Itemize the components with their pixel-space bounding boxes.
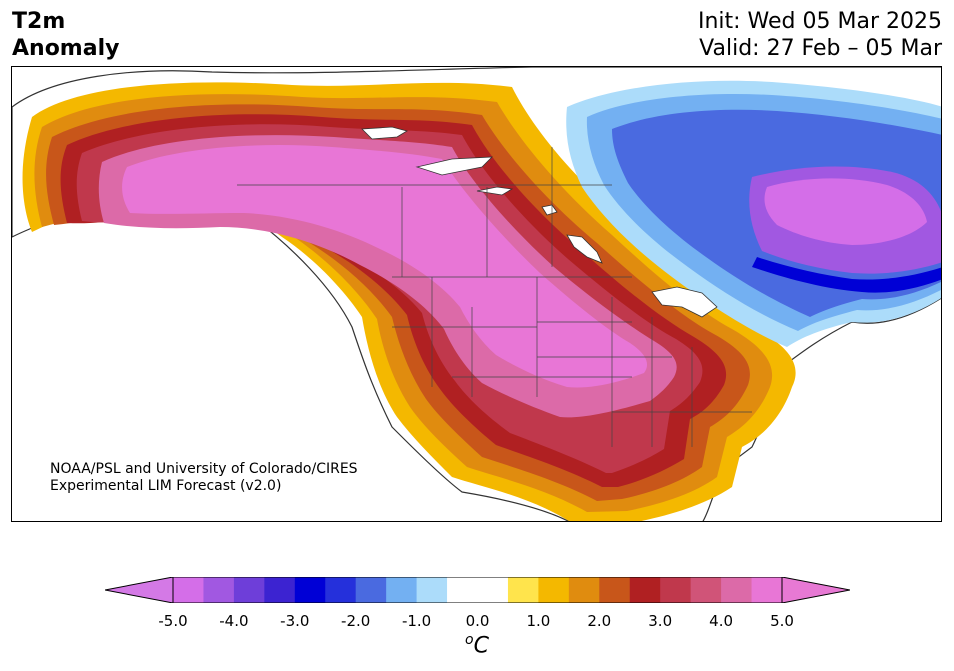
colorbar-tick-label: -1.0 (401, 612, 432, 630)
colorbar-cell (386, 577, 418, 603)
colorbar-tick-label: -3.0 (280, 612, 310, 630)
colorbar-cell (599, 577, 631, 603)
valid-range: Valid: 27 Feb – 05 Mar (699, 36, 942, 61)
colorbar-tick-label: -5.0 (158, 612, 188, 630)
credit-text: NOAA/PSL and University of Colorado/CIRE… (50, 461, 358, 495)
colorbar-cell (721, 577, 753, 603)
credit-line-1: NOAA/PSL and University of Colorado/CIRE… (50, 461, 358, 477)
colorbar-unit: oC (465, 632, 489, 658)
colorbar-cell (690, 577, 722, 603)
colorbar-cell (264, 577, 296, 603)
map-canvas (12, 67, 941, 521)
colorbar-cell (751, 577, 783, 603)
unit-letter: C (473, 633, 489, 659)
colorbar-cell (477, 577, 509, 603)
title-type: Anomaly (12, 36, 120, 61)
colorbar-cell (203, 577, 235, 603)
colorbar-cell (233, 577, 265, 603)
colorbar-cell (568, 577, 600, 603)
colorbar-cell (629, 577, 661, 603)
colorbar-tick-label: 3.0 (648, 612, 673, 630)
colorbar-max-arrow (781, 577, 850, 603)
colorbar-tick-label: 0.0 (465, 612, 490, 630)
colorbar-tick-labels: -5.0 -4.0 -3.0 -2.0 -1.0 0.0 1.0 2.0 3.0 4.0 5.0 (0, 612, 954, 632)
colorbar-cell (355, 577, 387, 603)
colorbar-tick-label: 5.0 (770, 612, 794, 630)
colorbar-cells (173, 577, 783, 603)
map-title: T2m Anomaly (12, 8, 119, 62)
unit-degree: o (465, 632, 474, 648)
colorbar (105, 577, 850, 603)
colorbar-cell (447, 577, 478, 603)
cold-anomaly-region (566, 80, 941, 347)
political-borders (237, 147, 752, 447)
credit-line-2: Experimental LIM Forecast (v2.0) (50, 478, 282, 494)
colorbar-cell (325, 577, 357, 603)
colorbar-cell (416, 577, 448, 603)
colorbar-cell (507, 577, 539, 603)
colorbar-tick-label: 2.0 (587, 612, 612, 630)
title-variable: T2m (12, 9, 66, 34)
colorbar-cell (660, 577, 692, 603)
colorbar-min-arrow (105, 577, 174, 603)
colorbar-cell (538, 577, 570, 603)
colorbar-tick-label: 1.0 (526, 612, 551, 630)
forecast-dates: Init: Wed 05 Mar 2025 Valid: 27 Feb – 05… (698, 8, 942, 62)
colorbar-cell (173, 577, 204, 603)
colorbar-tick-label: 4.0 (709, 612, 734, 630)
colorbar-tick-label: -4.0 (219, 612, 249, 630)
colorbar-cell (294, 577, 326, 603)
colorbar-outline (172, 577, 783, 603)
warm-anomaly-region (22, 82, 796, 521)
anomaly-map: NOAA/PSL and University of Colorado/CIRE… (11, 66, 942, 522)
lakes (361, 126, 718, 318)
colorbar-tick-label: -2.0 (341, 612, 371, 630)
init-date: Init: Wed 05 Mar 2025 (697, 9, 942, 34)
